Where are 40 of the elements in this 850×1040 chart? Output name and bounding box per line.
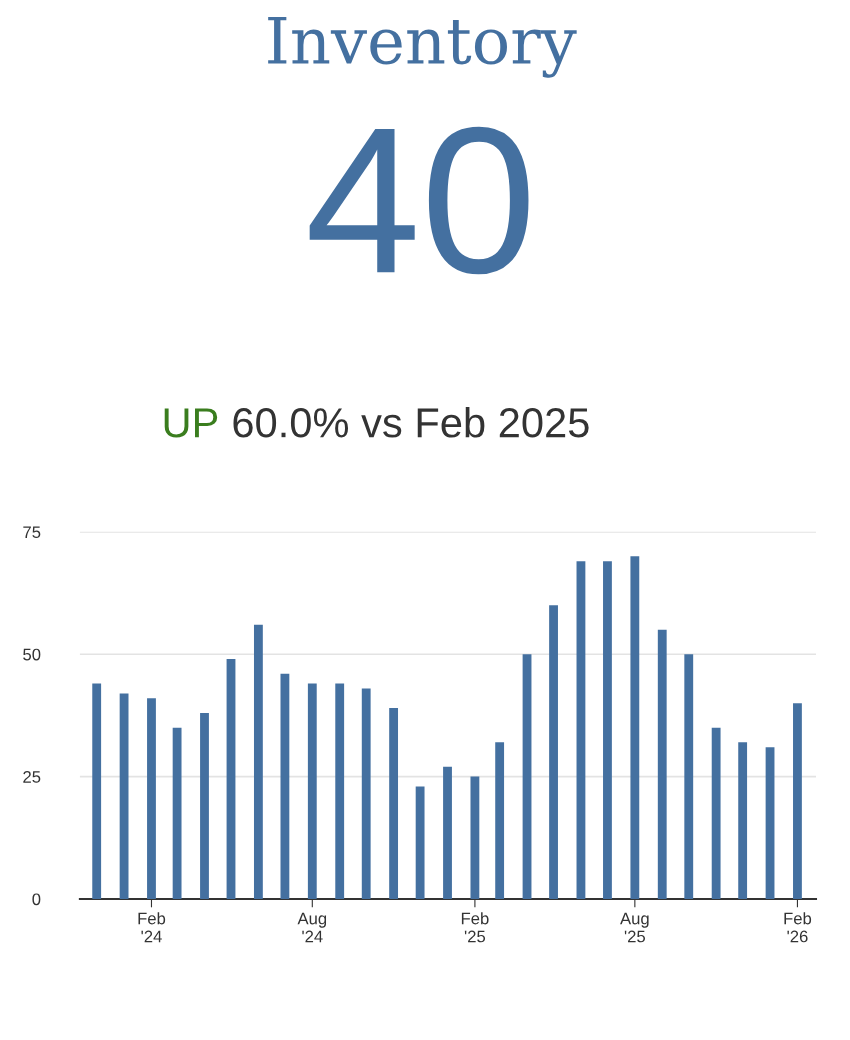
- bar: [147, 698, 156, 899]
- bar: [576, 561, 586, 899]
- bar: [92, 683, 102, 899]
- bar: [470, 776, 480, 899]
- bar: [226, 659, 236, 899]
- x-tick-label: Feb '24: [138, 912, 166, 943]
- bar: [119, 693, 129, 899]
- bar: [389, 708, 399, 899]
- bar: [443, 766, 452, 899]
- bar: [361, 688, 371, 899]
- y-tick-label: 0: [32, 893, 41, 906]
- chart-title: Inventory: [268, 16, 577, 78]
- bar: [335, 683, 345, 899]
- bar: [280, 673, 290, 899]
- bar: [495, 742, 505, 899]
- bar: [684, 654, 694, 899]
- x-tick-label: Feb '25: [461, 912, 489, 943]
- bar: [253, 624, 263, 899]
- bar: [711, 727, 721, 899]
- text: UP: [164, 408, 218, 438]
- bar: [172, 727, 182, 899]
- bar: [549, 605, 558, 899]
- x-tick-label: Aug '24: [297, 912, 327, 943]
- bar: [307, 683, 317, 899]
- chart-subtitle: 40: [309, 126, 529, 275]
- bar: [765, 747, 775, 899]
- bar: [657, 629, 667, 899]
- x-tick-label: Feb '26: [784, 912, 812, 943]
- x-tick-label: Aug '25: [620, 912, 649, 943]
- y-tick-label: 50: [23, 648, 41, 661]
- bar: [738, 742, 748, 899]
- y-tick-label: 25: [23, 771, 41, 783]
- y-tick-label: 75: [23, 526, 41, 539]
- bar: [200, 712, 209, 899]
- bar: [793, 703, 802, 899]
- text: 60.0% vs Feb 2025: [233, 406, 589, 438]
- bar: [603, 561, 612, 899]
- bar: [630, 556, 640, 899]
- bar: [415, 786, 425, 899]
- bar: [522, 654, 532, 899]
